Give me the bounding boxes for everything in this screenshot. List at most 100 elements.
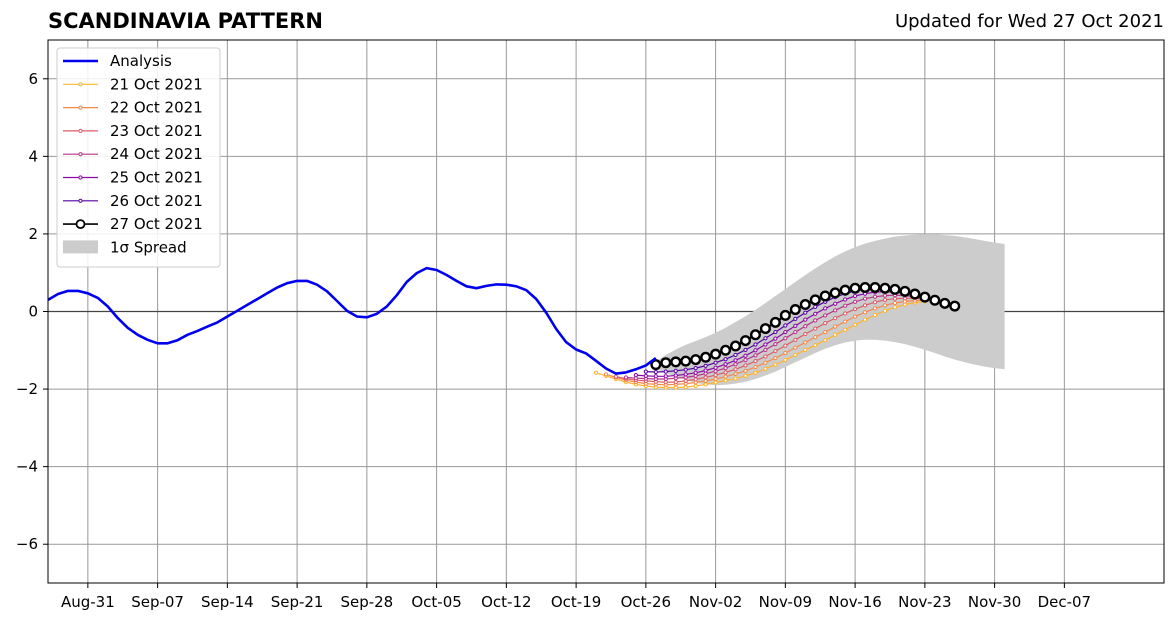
- forecast-point: [743, 347, 748, 352]
- forecast-point: [862, 310, 868, 315]
- forecast-point: [783, 323, 788, 328]
- forecast-point: [879, 282, 891, 294]
- spread-layer: [655, 234, 1005, 386]
- x-tick-label: Aug-31: [61, 593, 115, 611]
- legend-marker: [78, 198, 83, 203]
- forecast-point: [763, 366, 768, 372]
- forecast-point: [753, 353, 758, 358]
- forecast-point: [693, 383, 698, 389]
- forecast-point: [779, 309, 791, 321]
- forecast-point: [763, 354, 768, 359]
- y-tick-label: 0: [28, 303, 38, 321]
- y-tick-label: −2: [16, 380, 38, 398]
- forecast-point: [753, 364, 758, 370]
- forecast-point: [683, 367, 688, 372]
- legend-marker: [78, 175, 83, 180]
- series-layer: [47, 266, 961, 390]
- forecast-point: [713, 373, 718, 378]
- forecast-series: [650, 281, 961, 371]
- forecast-point: [862, 317, 868, 322]
- forecast-point: [663, 369, 668, 374]
- forecast-point: [733, 376, 738, 381]
- forecast-point: [829, 287, 841, 299]
- forecast-point: [793, 323, 798, 328]
- forecast-point: [899, 285, 911, 297]
- legend-marker: [78, 152, 83, 157]
- forecast-point: [859, 281, 871, 293]
- forecast-point: [710, 348, 722, 360]
- forecast-point: [723, 374, 728, 379]
- forecast-point: [703, 382, 708, 387]
- forecast-point: [723, 362, 728, 367]
- forecast-point: [723, 378, 728, 383]
- legend-marker: [75, 219, 86, 230]
- y-tick-label: 4: [28, 147, 38, 165]
- forecast-point: [872, 312, 878, 318]
- forecast-point: [869, 281, 881, 293]
- legend-entry: 22 Oct 2021: [63, 99, 203, 117]
- forecast-point: [759, 323, 771, 335]
- forecast-point: [833, 301, 838, 306]
- forecast-point: [882, 303, 888, 308]
- forecast-point: [819, 290, 831, 302]
- forecast-point: [720, 344, 732, 356]
- forecast-point: [892, 296, 898, 301]
- forecast-point: [803, 324, 808, 329]
- forecast-point: [872, 300, 878, 305]
- legend-entry: 23 Oct 2021: [63, 122, 203, 140]
- forecast-point: [892, 300, 898, 306]
- forecast-point: [783, 329, 788, 335]
- forecast-series: [623, 293, 927, 382]
- forecast-point: [919, 291, 931, 303]
- legend-label: 26 Oct 2021: [110, 192, 203, 210]
- forecast-point: [763, 342, 768, 347]
- forecast-point: [673, 368, 678, 373]
- forecast-point: [713, 369, 718, 374]
- forecast-point: [713, 365, 718, 370]
- forecast-point: [783, 336, 788, 341]
- forecast-series: [593, 299, 927, 390]
- forecast-point: [673, 373, 678, 378]
- forecast-point: [853, 322, 858, 327]
- legend-entry: 27 Oct 2021: [63, 215, 203, 233]
- x-tick-label: Nov-02: [689, 593, 742, 611]
- forecast-point: [793, 337, 798, 342]
- legend-entry: 21 Oct 2021: [63, 75, 203, 93]
- spread-band: [655, 234, 1005, 386]
- forecast-point: [853, 293, 858, 299]
- forecast-point: [849, 282, 861, 294]
- forecast-point: [683, 372, 688, 377]
- forecast-point: [803, 310, 808, 315]
- legend-box: [56, 47, 221, 268]
- forecast-point: [853, 307, 858, 312]
- forecast-point: [929, 294, 941, 306]
- forecast-point: [603, 372, 609, 377]
- forecast-point: [763, 336, 768, 341]
- forecast-point: [793, 316, 798, 321]
- forecast-point: [872, 306, 878, 311]
- forecast-point: [743, 368, 748, 373]
- forecast-point: [813, 304, 818, 309]
- forecast-point: [813, 326, 818, 331]
- forecast-point: [633, 373, 638, 378]
- legend: Analysis 21 Oct 2021 22 Oct 2021 23 Oct 202…: [56, 47, 221, 268]
- forecast-point: [723, 357, 728, 362]
- legend-entry: 24 Oct 2021: [63, 145, 203, 163]
- forecast-point: [650, 359, 662, 371]
- legend-marker: [78, 105, 83, 110]
- forecast-point: [789, 304, 801, 316]
- y-tick-label: −6: [16, 535, 38, 553]
- forecast-point: [793, 329, 798, 335]
- legend-marker: [78, 128, 83, 133]
- forecast-point: [843, 311, 848, 316]
- forecast-point: [713, 376, 718, 382]
- forecast-point: [613, 374, 619, 379]
- forecast-point: [643, 373, 648, 378]
- legend-label: 22 Oct 2021: [110, 99, 203, 117]
- forecast-point: [813, 318, 818, 323]
- legend-label: 23 Oct 2021: [110, 122, 203, 140]
- x-tick-label: Nov-16: [828, 593, 881, 611]
- forecast-point: [909, 288, 921, 300]
- legend-entry: 1σ Spread: [63, 238, 187, 256]
